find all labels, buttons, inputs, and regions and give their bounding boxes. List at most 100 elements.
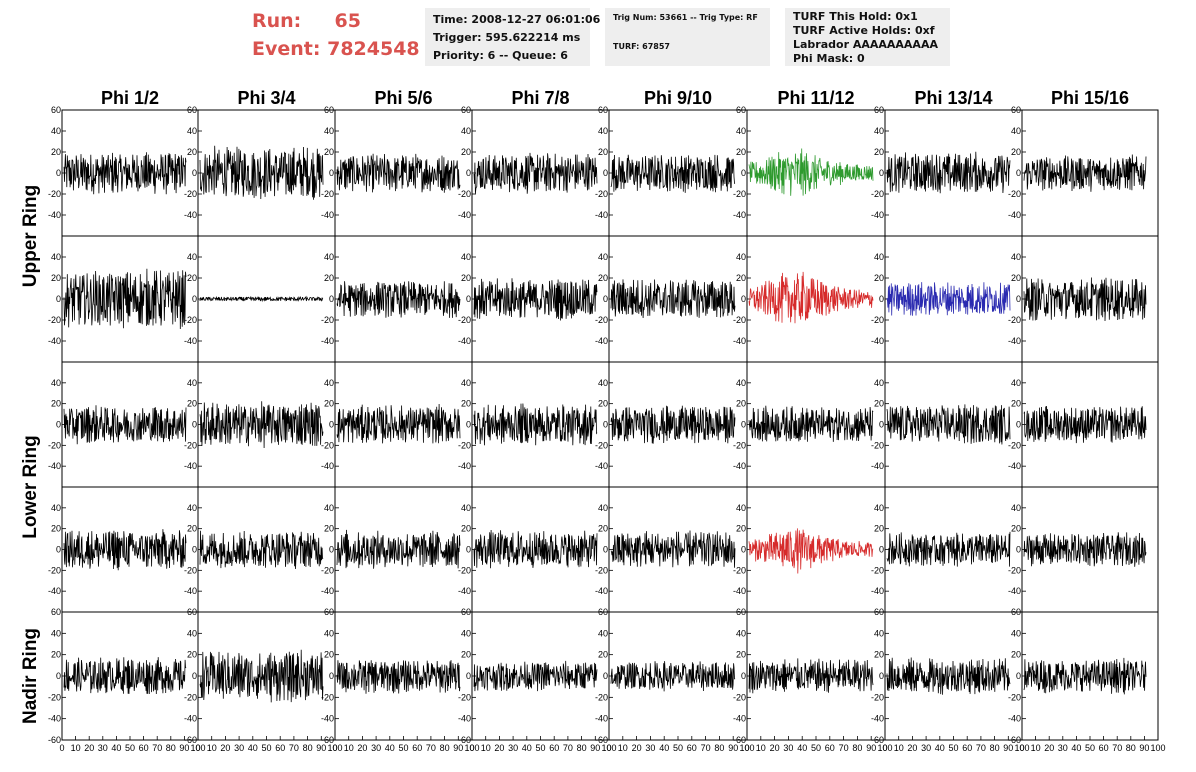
y-tick-label: 20 bbox=[51, 147, 61, 157]
y-tick-label: 0 bbox=[879, 168, 884, 178]
x-tick-label: 30 bbox=[98, 743, 108, 753]
y-tick-label: 60 bbox=[1011, 105, 1021, 115]
x-tick-label: 50 bbox=[673, 743, 683, 753]
x-tick-label: 0 bbox=[195, 743, 200, 753]
x-tick-label: 40 bbox=[659, 743, 669, 753]
y-tick-label: -40 bbox=[733, 714, 746, 724]
x-tick-label: 20 bbox=[84, 743, 94, 753]
x-tick-label: 80 bbox=[714, 743, 724, 753]
y-tick-label: 0 bbox=[56, 168, 61, 178]
event-line: Event: 7824548 bbox=[252, 38, 420, 60]
y-tick-label: 20 bbox=[324, 524, 334, 534]
y-tick-label: 40 bbox=[598, 252, 608, 262]
y-tick-label: 20 bbox=[736, 147, 746, 157]
y-tick-label: -20 bbox=[1008, 440, 1021, 450]
y-tick-label: 0 bbox=[192, 545, 197, 555]
y-tick-label: -20 bbox=[871, 565, 884, 575]
x-tick-label: 30 bbox=[921, 743, 931, 753]
y-tick-label: 0 bbox=[466, 294, 471, 304]
y-tick-label: -40 bbox=[48, 336, 61, 346]
y-tick-label: 20 bbox=[324, 147, 334, 157]
x-tick-label: 0 bbox=[882, 743, 887, 753]
x-tick-label: 40 bbox=[385, 743, 395, 753]
ring-label: Upper Ring bbox=[20, 185, 41, 287]
y-tick-label: 0 bbox=[192, 420, 197, 430]
x-tick-label: 70 bbox=[1112, 743, 1122, 753]
y-tick-label: 20 bbox=[874, 399, 884, 409]
y-tick-label: -20 bbox=[184, 440, 197, 450]
y-tick-label: -20 bbox=[1008, 189, 1021, 199]
y-tick-label: -40 bbox=[1008, 210, 1021, 220]
x-tick-label: 0 bbox=[606, 743, 611, 753]
y-tick-label: 40 bbox=[736, 378, 746, 388]
x-tick-label: 40 bbox=[248, 743, 258, 753]
y-tick-label: -20 bbox=[184, 565, 197, 575]
y-tick-label: 20 bbox=[874, 524, 884, 534]
y-tick-label: 40 bbox=[324, 628, 334, 638]
x-tick-label: 80 bbox=[303, 743, 313, 753]
y-tick-label: 60 bbox=[324, 105, 334, 115]
x-tick-label: 40 bbox=[1071, 743, 1081, 753]
y-tick-label: -20 bbox=[458, 189, 471, 199]
y-tick-label: 0 bbox=[741, 420, 746, 430]
y-tick-label: 0 bbox=[56, 420, 61, 430]
y-tick-label: 0 bbox=[879, 671, 884, 681]
turf-text: TURF: 67857 bbox=[613, 42, 670, 51]
y-tick-label: 20 bbox=[461, 273, 471, 283]
y-tick-label: -20 bbox=[1008, 692, 1021, 702]
waveform-trace bbox=[748, 271, 874, 324]
y-tick-label: 60 bbox=[187, 607, 197, 617]
y-tick-label: 60 bbox=[874, 607, 884, 617]
y-tick-label: -20 bbox=[458, 692, 471, 702]
y-tick-label: 40 bbox=[324, 126, 334, 136]
y-tick-label: 40 bbox=[187, 252, 197, 262]
y-tick-label: 20 bbox=[324, 650, 334, 660]
waveform-trace bbox=[199, 295, 324, 303]
x-tick-label: 20 bbox=[357, 743, 367, 753]
y-tick-label: 60 bbox=[736, 105, 746, 115]
y-tick-label: 40 bbox=[874, 378, 884, 388]
phi-mask-text: Phi Mask: 0 bbox=[793, 52, 865, 65]
x-tick-label: 0 bbox=[744, 743, 749, 753]
x-tick-label: 90 bbox=[316, 743, 326, 753]
waveform-trace bbox=[610, 530, 736, 568]
y-tick-label: 0 bbox=[329, 420, 334, 430]
x-tick-label: 90 bbox=[1139, 743, 1149, 753]
y-tick-label: -20 bbox=[458, 440, 471, 450]
y-tick-label: -60 bbox=[321, 735, 334, 745]
y-tick-label: 20 bbox=[598, 650, 608, 660]
y-tick-label: 0 bbox=[56, 671, 61, 681]
x-tick-label: 60 bbox=[139, 743, 149, 753]
y-tick-label: 60 bbox=[598, 105, 608, 115]
y-tick-label: 40 bbox=[874, 503, 884, 513]
y-tick-label: -20 bbox=[595, 692, 608, 702]
y-tick-label: 60 bbox=[461, 607, 471, 617]
y-tick-label: -40 bbox=[733, 210, 746, 220]
y-tick-label: -60 bbox=[48, 735, 61, 745]
column-title: Phi 5/6 bbox=[374, 88, 432, 108]
x-tick-label: 0 bbox=[59, 743, 64, 753]
x-tick-label: 20 bbox=[632, 743, 642, 753]
x-tick-label: 10 bbox=[481, 743, 491, 753]
y-tick-label: -40 bbox=[458, 714, 471, 724]
y-tick-label: 40 bbox=[736, 503, 746, 513]
y-tick-label: 0 bbox=[741, 545, 746, 555]
y-tick-label: 20 bbox=[874, 273, 884, 283]
x-tick-label: 40 bbox=[935, 743, 945, 753]
y-tick-label: -40 bbox=[595, 714, 608, 724]
y-tick-label: 40 bbox=[51, 126, 61, 136]
x-tick-label: 100 bbox=[327, 743, 342, 753]
y-tick-label: 20 bbox=[51, 524, 61, 534]
y-tick-label: -20 bbox=[595, 565, 608, 575]
trigger-text: Trigger: 595.622214 ms bbox=[433, 31, 581, 44]
x-tick-label: 0 bbox=[332, 743, 337, 753]
y-tick-label: 60 bbox=[736, 607, 746, 617]
y-tick-label: -40 bbox=[184, 586, 197, 596]
x-tick-label: 100 bbox=[877, 743, 892, 753]
y-tick-label: 60 bbox=[461, 105, 471, 115]
y-tick-label: 40 bbox=[736, 628, 746, 638]
y-tick-label: -20 bbox=[871, 692, 884, 702]
x-tick-label: 100 bbox=[464, 743, 479, 753]
x-tick-label: 30 bbox=[234, 743, 244, 753]
